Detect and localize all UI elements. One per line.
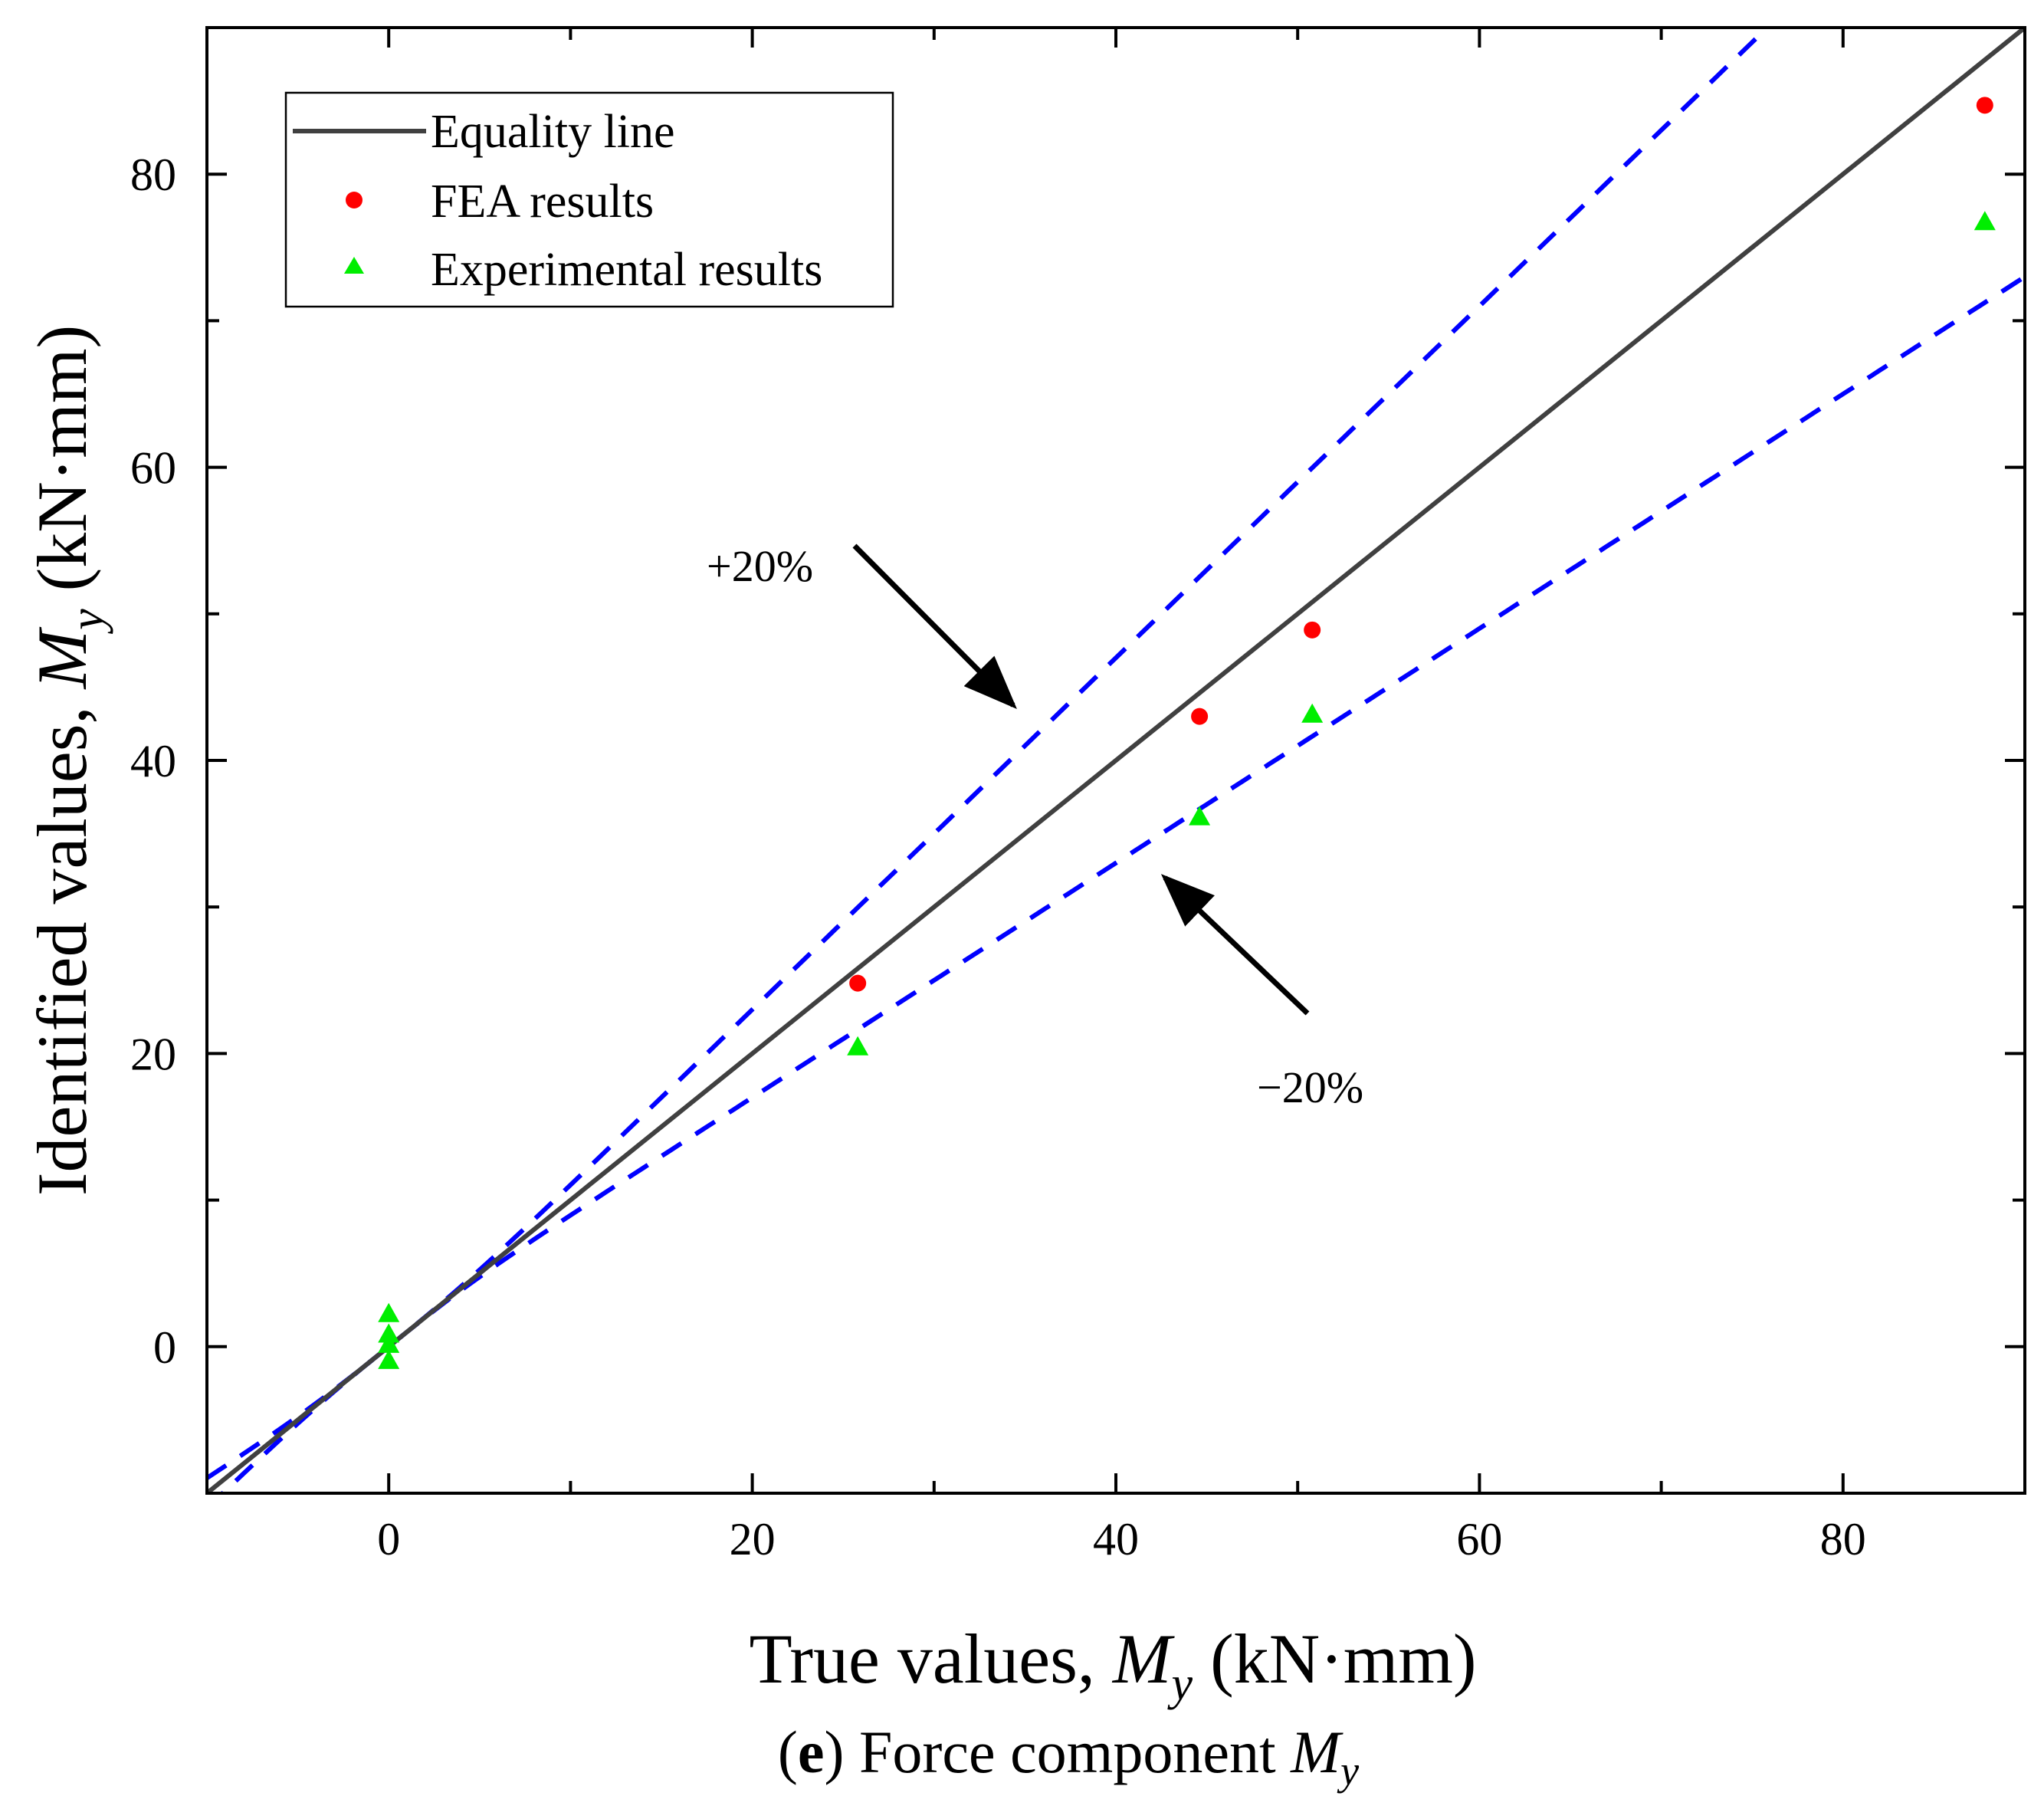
experimental-point [378, 1333, 400, 1353]
legend: Equality line FEA results Experimental r… [284, 91, 894, 308]
y-tick-label: 80 [130, 149, 176, 200]
figure-caption: (e) Force component My [778, 1719, 1359, 1794]
fea-point [849, 974, 867, 992]
x-tick-label: 60 [1456, 1514, 1502, 1565]
x-tick-label: 20 [730, 1514, 776, 1565]
legend-fea-marker [346, 192, 363, 208]
y-tick-label: 60 [130, 443, 176, 494]
y-axis-title: Identified values, My (kN·mm) [23, 325, 113, 1196]
annotation-plus20-label: +20% [707, 541, 813, 591]
experimental-point [378, 1323, 400, 1343]
x-tick-label: 40 [1093, 1514, 1139, 1565]
legend-experimental-marker [344, 257, 364, 274]
equality-line [207, 28, 2025, 1493]
plot-area [207, 28, 2025, 1493]
experimental-point [1973, 211, 1996, 231]
annotation-minus20-arrow [1160, 874, 1310, 1016]
fea-point [1304, 621, 1321, 639]
fea-point [1191, 708, 1209, 725]
annotation-minus20: −20% [1160, 874, 1363, 1112]
experimental-point [1301, 703, 1324, 723]
legend-box [284, 91, 894, 308]
legend-entry-experimental-results: Experimental results [431, 244, 822, 296]
x-tick-label: 80 [1820, 1514, 1866, 1565]
y-tick-label: 20 [130, 1029, 176, 1079]
axis-ticks: 0 20 40 60 80 0 20 40 60 80 [130, 28, 2025, 1565]
annotation-minus20-label: −20% [1257, 1062, 1363, 1112]
experimental-point [378, 1349, 400, 1369]
minus20-dashed-line [207, 274, 2025, 1480]
annotation-plus20: +20% [707, 541, 1017, 709]
y-tick-label: 0 [153, 1322, 176, 1373]
x-axis-title: True values, My (kN·mm) [749, 1620, 1476, 1710]
legend-entry-equality-line: Equality line [431, 106, 675, 158]
x-tick-label: 0 [377, 1514, 400, 1565]
experimental-point [847, 1036, 869, 1056]
y-tick-label: 40 [130, 736, 176, 786]
experimental-point [1189, 806, 1211, 826]
experimental-point [378, 1302, 400, 1322]
fea-point [1976, 97, 1993, 114]
legend-entry-fea-results: FEA results [431, 176, 654, 228]
plus20-dashed-line [219, 28, 1771, 1493]
annotation-plus20-arrow [852, 543, 1017, 709]
